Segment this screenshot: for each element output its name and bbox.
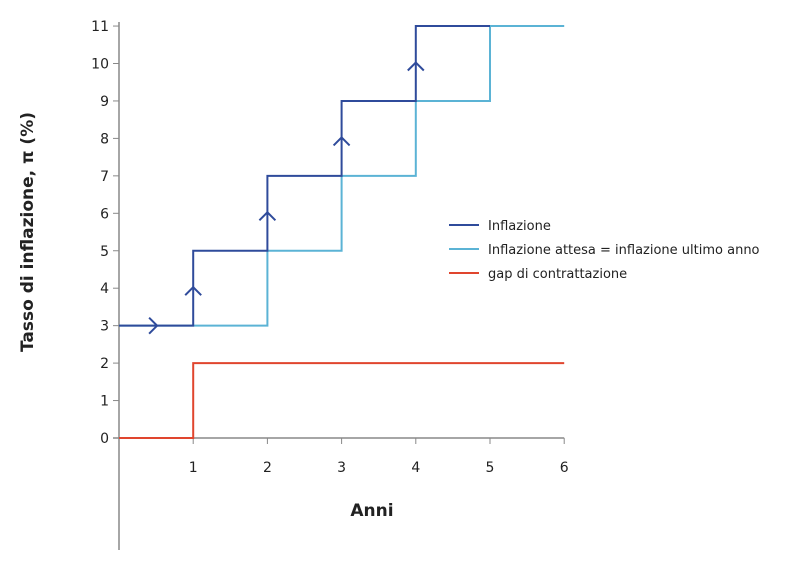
y-tick-label: 9	[100, 94, 109, 110]
y-tick-label: 4	[100, 281, 109, 297]
y-axis-title: Tasso di inflazione, π (%)	[18, 112, 38, 352]
direction-arrow	[184, 285, 202, 296]
y-tick-label: 5	[100, 244, 109, 260]
legend-label: gap di contrattazione	[488, 267, 627, 282]
direction-arrow	[407, 61, 425, 72]
y-tick-label: 11	[91, 19, 109, 35]
x-tick-label: 2	[263, 460, 272, 476]
x-tick-label: 3	[337, 460, 346, 476]
y-tick-label: 7	[100, 169, 109, 185]
y-tick-label: 3	[100, 319, 109, 335]
x-tick-label: 4	[411, 460, 420, 476]
y-tick-label: 6	[100, 206, 109, 222]
legend-label: Inflazione attesa = inflazione ultimo an…	[488, 243, 760, 258]
x-tick-label: 6	[560, 460, 569, 476]
legend-label: Inflazione	[488, 219, 551, 234]
x-tick-label: 5	[486, 460, 495, 476]
direction-arrow	[258, 210, 277, 222]
series-line-0	[119, 25, 490, 327]
direction-arrow	[148, 316, 159, 335]
x-tick-label: 1	[189, 460, 198, 476]
y-tick-label: 2	[100, 356, 109, 372]
series-line-1	[119, 25, 565, 327]
x-axis-title: Anni	[350, 501, 393, 521]
y-tick-label: 8	[100, 131, 109, 147]
series-line-2	[119, 362, 565, 439]
y-tick-label: 10	[91, 57, 109, 73]
y-tick-label: 1	[100, 394, 109, 410]
y-tick-label: 0	[100, 431, 109, 447]
direction-arrow	[332, 135, 351, 147]
